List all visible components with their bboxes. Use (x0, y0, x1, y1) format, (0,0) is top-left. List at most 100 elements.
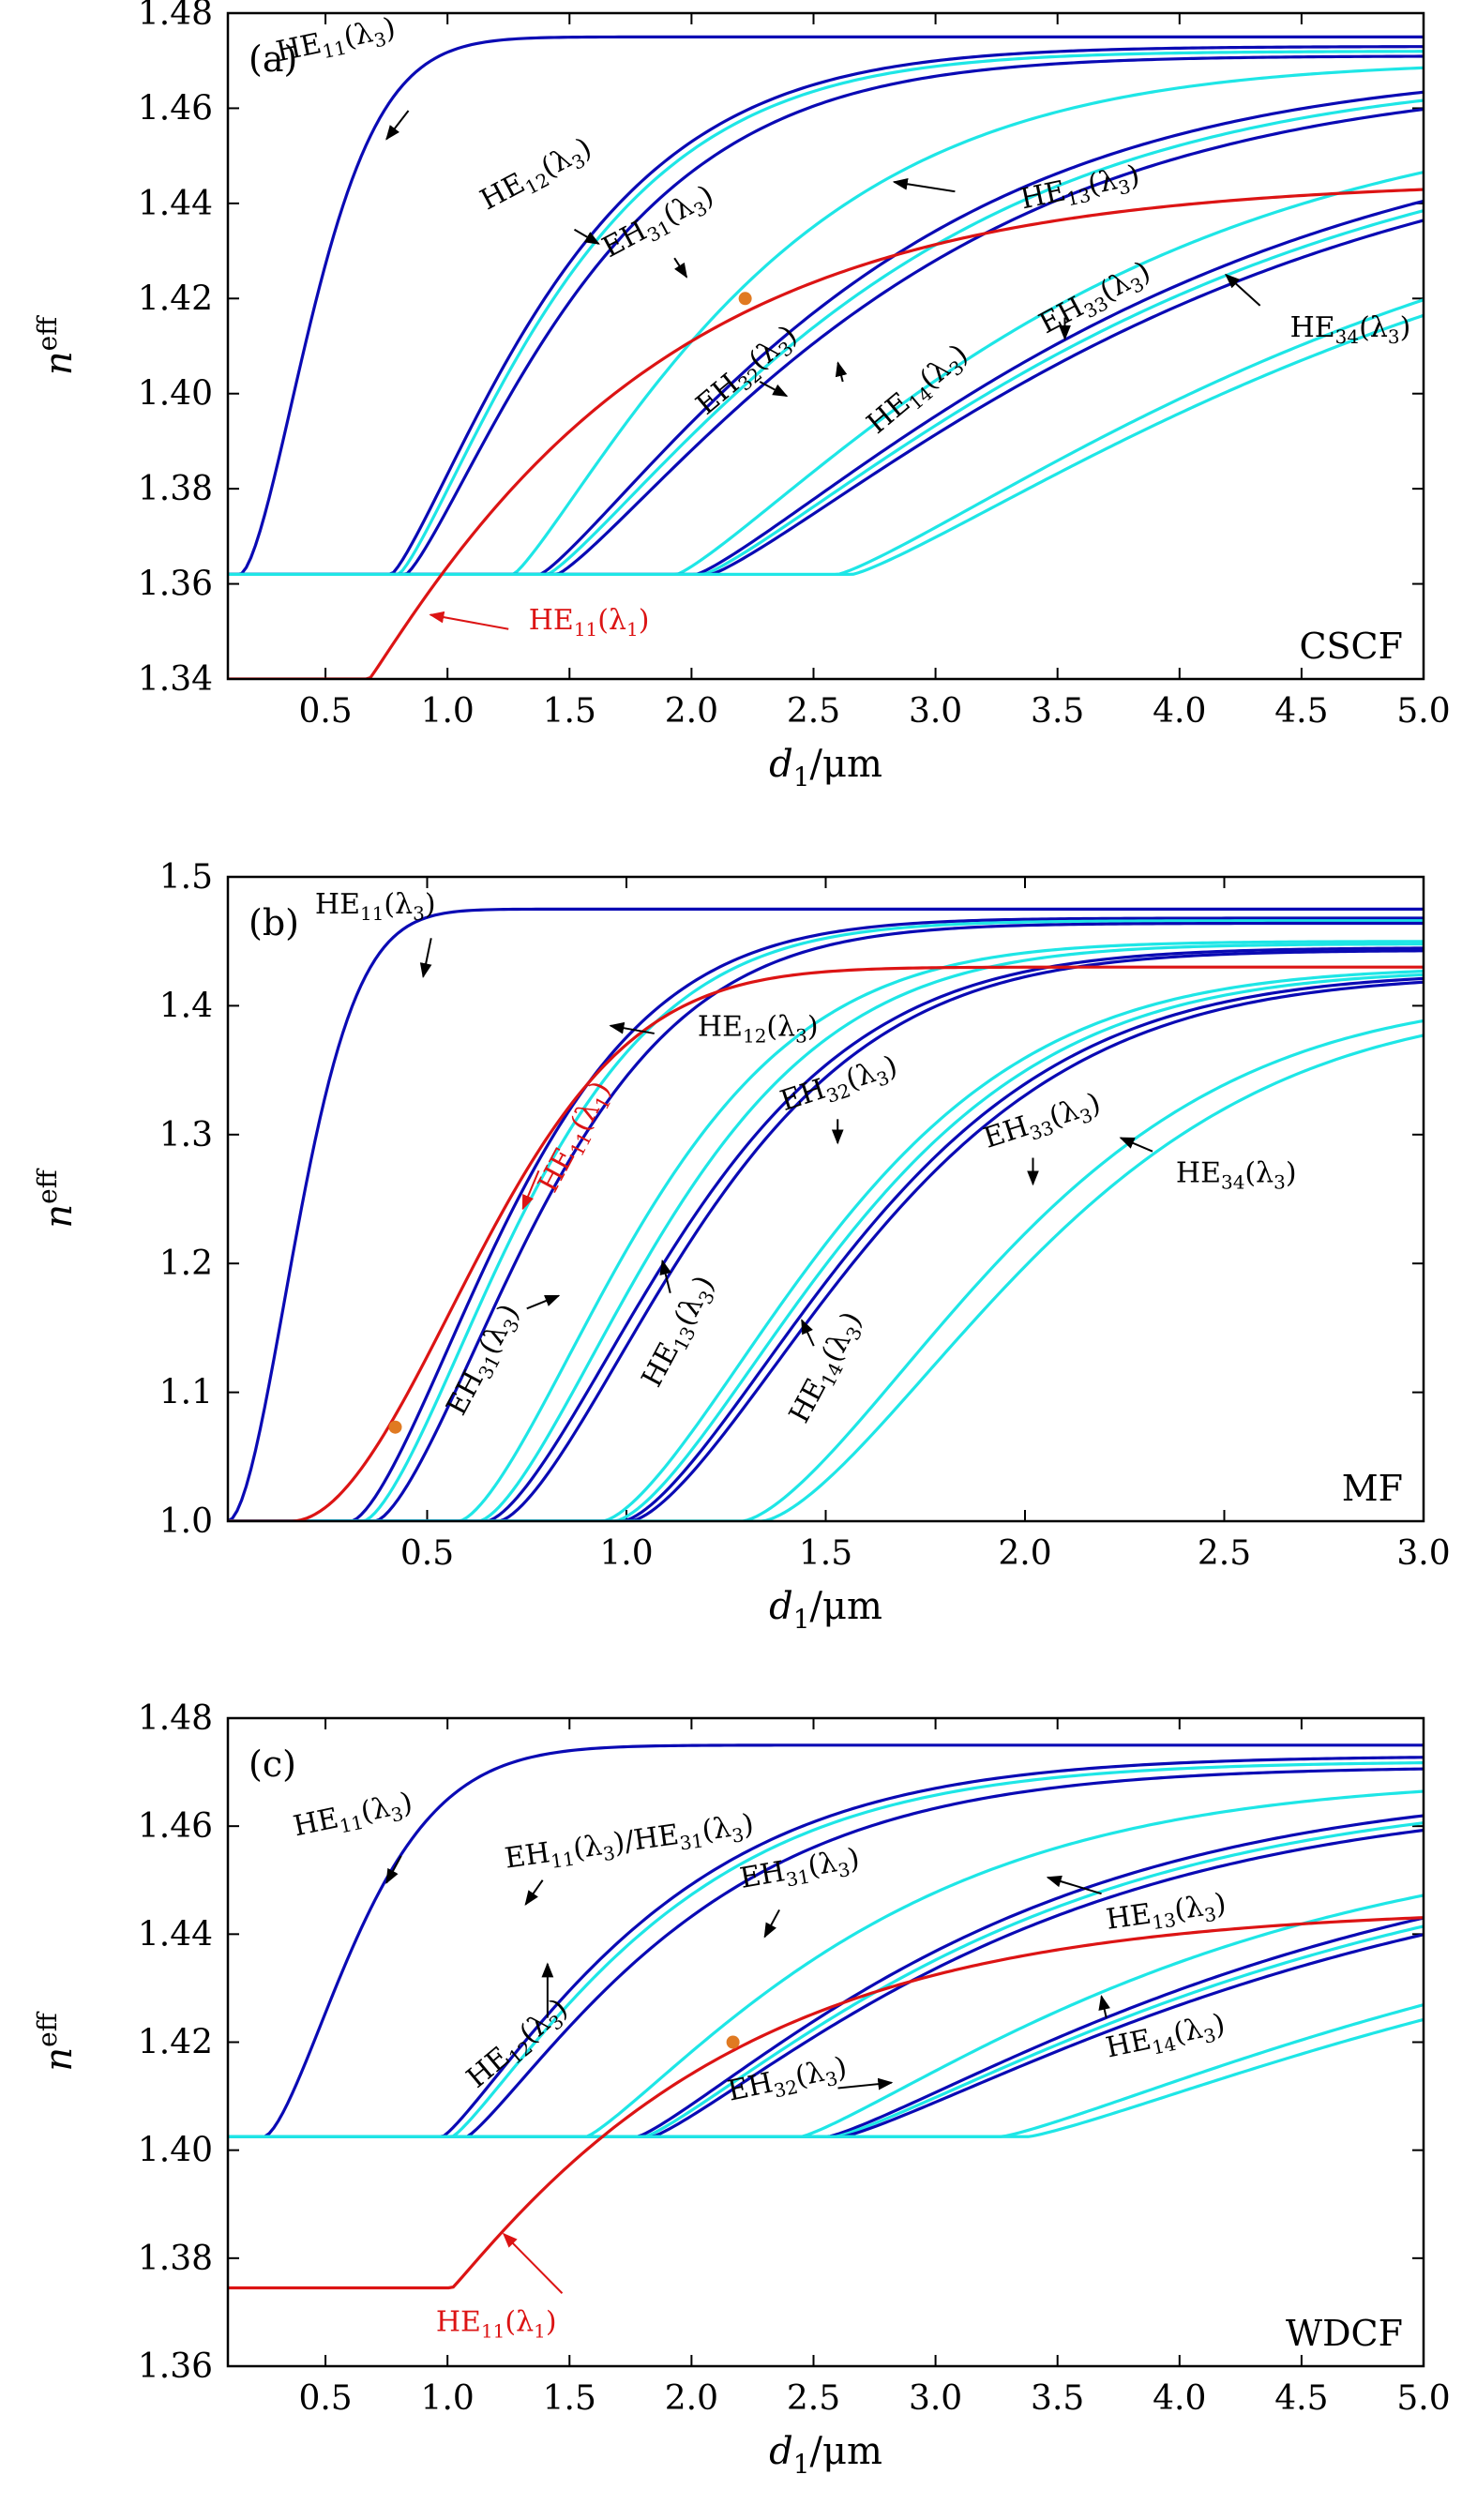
y-tick-label: 1.5 (159, 858, 213, 897)
mode-curve-dark_blue (228, 976, 1424, 1521)
mode-label: HE14(λ3) (783, 1306, 872, 1430)
x-tick-label: 1.5 (543, 692, 596, 731)
y-axis-label: neff (32, 1168, 81, 1228)
mode-curve-cyan (228, 298, 1424, 577)
x-tick-label: 1.0 (421, 2379, 475, 2418)
mode-curve-cyan (228, 940, 1424, 1521)
y-tick-label: 1.48 (138, 1699, 213, 1738)
panel-a: 0.5 1.0 1.5 2.0 2.5 3.0 3.5 4.0 4.5 5.0 1.34 1.36 1.… (32, 0, 1451, 792)
annotation-arrow (419, 938, 432, 979)
annotation-arrow (1098, 1994, 1110, 2018)
y-axis-label: neff (32, 315, 81, 375)
mode-label: HE11(λ3) (291, 1786, 416, 1847)
y-tick-label: 1.36 (138, 566, 213, 604)
annotation-arrow (759, 381, 789, 398)
mode-label: EH32(λ3) (690, 319, 806, 425)
mode-curve-cyan (228, 1019, 1424, 1521)
plot-frame (226, 875, 1425, 1523)
mode-curve-dark_blue (228, 916, 1424, 1521)
panel-label: (c) (249, 1743, 296, 1785)
mode-annotation: HE11(λ1) (436, 2232, 564, 2343)
mode-annotation: HE12(λ3) (475, 131, 600, 245)
annotation-arrow (429, 611, 509, 630)
x-tick-label: 3.0 (909, 692, 962, 731)
mode-annotation: HE11(λ3) (315, 888, 436, 979)
y-tick-label: 1.44 (138, 1915, 213, 1954)
annotation-arrow (801, 1319, 815, 1347)
x-tick-label: 4.5 (1274, 692, 1328, 731)
mode-label: HE12(λ3) (698, 1011, 819, 1048)
mode-curve-dark_blue (228, 54, 1424, 577)
x-tick-label: 1.5 (543, 2379, 596, 2418)
y-tick-label: 1.48 (138, 0, 213, 33)
mode-curve-dark_blue (228, 921, 1424, 1521)
mode-label: HE11(λ3) (274, 11, 399, 72)
annotation-arrow (502, 2232, 564, 2294)
mode-label: HE34(λ3) (1290, 311, 1411, 348)
y-tick-label: 1.0 (159, 1502, 213, 1541)
mode-annotation: HE12(λ3) (460, 1962, 574, 2095)
panel-b: 0.5 1.0 1.5 2.0 2.5 3.0 1.0 1.1 1.2 1.3 1.4 1.5 (b) M… (32, 858, 1451, 1635)
y-tick-label: 1.42 (138, 279, 213, 318)
mode-label: HE11(λ1) (529, 604, 650, 641)
curves (228, 1743, 1424, 2290)
annotation-arrow (835, 361, 848, 383)
panel-c: 0.5 1.0 1.5 2.0 2.5 3.0 3.5 4.0 4.5 5.0 1.36 1.38 1.… (32, 1699, 1451, 2480)
mode-label: HE11(λ3) (315, 888, 436, 925)
mode-label: EH32(λ3) (776, 1049, 902, 1122)
y-tick-label: 1.42 (138, 2024, 213, 2062)
x-tick-label: 2.0 (665, 692, 718, 731)
mode-label: EH32(λ3) (725, 2051, 851, 2112)
mode-annotation: HE13(λ3) (892, 158, 1142, 216)
x-tick-label: 1.5 (799, 1534, 852, 1573)
mode-annotation: HE13(λ3) (636, 1259, 721, 1393)
x-axis-label: d1/μm (769, 743, 882, 792)
y-tick-label: 1.1 (159, 1374, 213, 1412)
intersection-point (388, 1420, 402, 1434)
x-tick-label: 4.5 (1274, 2379, 1328, 2418)
annotation-arrow (609, 1021, 655, 1034)
x-tick-label: 3.5 (1031, 692, 1084, 731)
mode-annotation: HE34(λ3) (1119, 1137, 1297, 1194)
mode-annotation: HE14(λ3) (783, 1306, 872, 1430)
fiber-name: CSCF (1299, 626, 1403, 667)
x-tick-label: 1.0 (421, 692, 475, 731)
x-tick-label: 5.0 (1396, 692, 1450, 731)
mode-label: HE11(λ1) (436, 2306, 557, 2343)
x-tick-label: 2.0 (998, 1534, 1051, 1573)
mode-annotation: HE14(λ3) (835, 338, 974, 441)
mode-curve-dark_blue (228, 45, 1424, 577)
plot-frame (226, 11, 1425, 681)
mode-label: HE12(λ3) (475, 131, 599, 220)
mode-curve-cyan (228, 98, 1424, 577)
annotation-arrow (385, 1855, 402, 1885)
x-tick-label: 5.0 (1396, 2379, 1450, 2418)
mode-annotation: HE11(λ3) (291, 1786, 416, 1885)
red-mode-curve (228, 188, 1424, 679)
mode-label: HE11(λ1) (532, 1076, 621, 1200)
mode-curve-cyan (228, 943, 1424, 1521)
annotation-arrow (526, 1294, 561, 1310)
mode-curve-dark_blue (228, 219, 1424, 577)
annotation-arrow (385, 110, 410, 141)
mode-curve-cyan (228, 969, 1424, 1521)
mode-curve-cyan (228, 313, 1424, 577)
y-tick-label: 1.36 (138, 2347, 213, 2386)
x-tick-label: 3.0 (909, 2379, 962, 2418)
intersection-point (726, 2035, 740, 2049)
y-tick-label: 1.46 (138, 89, 213, 128)
mode-curve-dark_blue (228, 35, 1424, 577)
y-tick-label: 1.44 (138, 185, 213, 223)
mode-curve-dark_blue (228, 1743, 1424, 2138)
annotation-arrow (837, 2077, 894, 2090)
x-tick-label: 1.0 (599, 1534, 653, 1573)
x-tick-label: 4.0 (1153, 2379, 1206, 2418)
curves (228, 35, 1424, 679)
mode-curve-dark_blue (228, 199, 1424, 577)
red-mode-curve (228, 965, 1424, 1521)
y-tick-label: 1.2 (159, 1245, 213, 1283)
mode-annotation: EH32(λ3) (690, 319, 806, 425)
x-tick-label: 2.5 (1198, 1534, 1251, 1573)
y-tick-label: 1.40 (138, 2132, 213, 2170)
